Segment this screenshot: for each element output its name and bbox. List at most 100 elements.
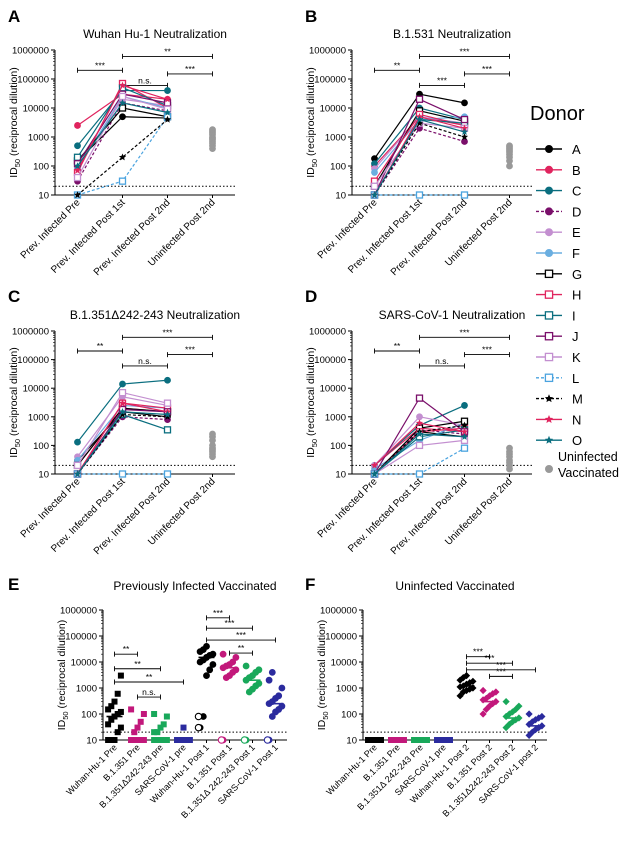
y-tick-label: 1000000 <box>320 606 357 617</box>
panel-letter: F <box>305 575 315 594</box>
y-tick-label: 100 <box>330 162 346 173</box>
group-point <box>525 731 533 740</box>
significance-label: *** <box>236 630 247 640</box>
panel-letter: A <box>8 7 20 26</box>
legend-label-a: A <box>572 142 581 157</box>
donor-point-k <box>118 92 127 101</box>
legend-label-k: K <box>572 350 581 365</box>
y-tick-label: 1000000 <box>12 327 49 338</box>
significance-label: ** <box>394 60 401 70</box>
legend-marker-n <box>544 415 554 423</box>
group-point <box>462 671 471 680</box>
y-tick-label: 100000 <box>314 75 346 86</box>
x-tick-label: Prev. Infected Post 1st <box>346 476 425 555</box>
y-tick-label: 1000 <box>325 412 346 423</box>
significance-label: ** <box>134 659 141 669</box>
legend-label-e: E <box>572 225 581 240</box>
y-tick-label: 100000 <box>17 75 49 86</box>
y-tick-label: 1000 <box>325 133 346 144</box>
group-point-open <box>240 736 249 744</box>
x-tick-label: Prev. Infected Post 2nd <box>389 197 470 278</box>
donor-point-m <box>163 115 172 123</box>
y-axis-label: ID50 (reciprocal dilution) <box>8 347 22 457</box>
group-point <box>265 676 273 684</box>
group-point <box>117 724 124 731</box>
donor-point-k <box>73 461 82 470</box>
legend-label-n: N <box>572 412 581 427</box>
y-axis-label-rest: (reciprocal dilution) <box>8 347 20 439</box>
panel-c: C B.1.351Δ242-243 Neutralization 10 100 1000… <box>8 287 240 557</box>
panel-a: A Wuhan Hu-1 Neutralization 10 100 1000 10000… <box>8 7 235 278</box>
y-axis-label-rest: (reciprocal dilution) <box>305 67 317 159</box>
significance-label: *** <box>485 653 496 663</box>
group-point <box>154 729 161 736</box>
group-point <box>492 688 500 696</box>
group-point <box>105 706 112 713</box>
y-tick-label: 10 <box>38 470 49 481</box>
y-tick-label: 1000 <box>28 133 49 144</box>
group-point <box>117 708 124 715</box>
panel-title: Uninfected Vaccinated <box>395 579 514 593</box>
donor-point-o <box>73 162 82 170</box>
significance-label: ** <box>123 644 130 654</box>
y-tick-label: 10 <box>38 191 49 202</box>
group-point <box>255 666 263 674</box>
group-point-open <box>263 736 272 744</box>
group-point <box>111 698 118 705</box>
panel-d: D SARS-CoV-1 Neutralization 10 100 1000 10000… <box>305 287 532 557</box>
group-point <box>502 697 510 706</box>
donor-point-n <box>370 461 379 469</box>
group-point <box>278 684 286 692</box>
donor-point-m <box>118 153 127 161</box>
donor-point-o <box>415 430 424 438</box>
legend-marker-f <box>545 248 554 257</box>
significance-label: *** <box>163 327 174 337</box>
significance-label: n.s. <box>142 687 156 697</box>
legend-title: Donor <box>530 103 585 125</box>
donor-point-o <box>118 407 127 415</box>
significance-label: *** <box>95 60 106 70</box>
y-axis-label-rest: (reciprocal dilution) <box>305 347 317 439</box>
panel-letter: B <box>305 7 317 26</box>
donor-point-j <box>415 394 424 402</box>
group-point <box>206 666 214 674</box>
donor-point-o <box>460 128 469 135</box>
donor-point-n <box>163 95 172 103</box>
donor-point-k <box>163 399 172 407</box>
donor-point-l <box>415 470 424 478</box>
donor-point-c <box>74 142 81 150</box>
legend-label-o: O <box>572 433 582 448</box>
y-axis-label: ID50 (reciprocal dilution) <box>56 620 70 730</box>
panel-f: F Uninfected Vaccinated 10 100 1000 10000 1000… <box>305 575 547 819</box>
legend-label-m: M <box>572 392 583 407</box>
group-point <box>157 724 164 731</box>
y-tick-label: 100 <box>33 162 49 173</box>
group-point <box>140 711 147 717</box>
group-point <box>128 706 135 713</box>
uninfected-point <box>209 430 216 438</box>
y-tick-label: 1000000 <box>12 46 49 57</box>
group-point <box>232 654 240 661</box>
group-point <box>108 737 115 743</box>
y-tick-label: 1000 <box>76 684 97 695</box>
y-axis-label-sub: 50 <box>310 439 319 447</box>
legend-marker-i <box>544 311 554 320</box>
donor-point-l <box>118 177 127 185</box>
group-point <box>502 712 510 721</box>
donor-point-o <box>163 108 172 116</box>
panel-letter: E <box>8 575 19 594</box>
significance-label: *** <box>496 666 507 676</box>
significance-label: ** <box>97 341 104 351</box>
group-point <box>459 674 467 682</box>
group-point <box>515 702 523 710</box>
x-tick-label: Prev. Infected Post 1st <box>346 197 425 276</box>
group-point <box>229 658 237 666</box>
donor-point-o <box>415 115 424 123</box>
significance-label: ** <box>146 672 153 682</box>
y-tick-label: 10000 <box>320 104 346 115</box>
y-axis-label-sub: 50 <box>13 159 22 167</box>
significance-label: *** <box>482 64 493 74</box>
y-tick-label: 10000 <box>331 658 357 669</box>
group-point <box>111 737 118 743</box>
